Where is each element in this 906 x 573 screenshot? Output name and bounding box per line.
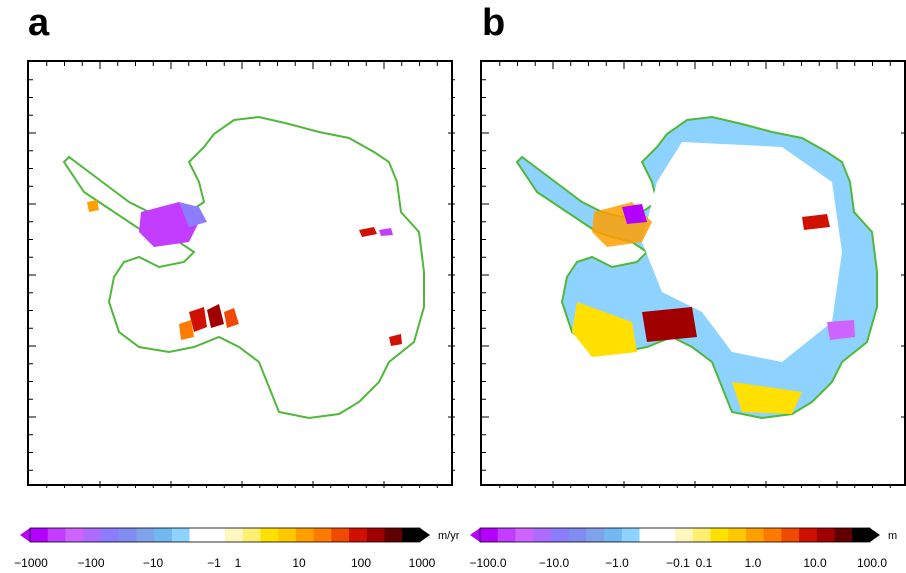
colorbar-swatch bbox=[366, 528, 386, 542]
amundsen-flow-red bbox=[179, 304, 239, 340]
colorbar-swatch bbox=[313, 528, 332, 542]
colorbar-swatch bbox=[568, 528, 587, 542]
colorbar-swatch bbox=[852, 528, 871, 542]
colorbar-swatch bbox=[639, 528, 658, 542]
colorbar-swatch bbox=[728, 528, 747, 542]
antarctica-velocity-map bbox=[29, 62, 455, 488]
colorbar-a-tick: −1000 bbox=[14, 556, 48, 570]
colorbar-border bbox=[479, 527, 871, 543]
colorbar-a-tick: 10 bbox=[292, 556, 306, 570]
colorbar-b-tick: 1.0 bbox=[744, 556, 762, 570]
colorbar-swatch bbox=[260, 528, 279, 542]
colorbar-a-tick: −100 bbox=[77, 556, 105, 570]
colorbar-swatch bbox=[799, 528, 818, 542]
coast-magenta bbox=[827, 320, 855, 340]
colorbar-swatch bbox=[816, 528, 836, 542]
coast-red-lower bbox=[389, 334, 402, 346]
colorbar-swatch bbox=[189, 528, 208, 542]
south-coast-yellow bbox=[732, 382, 802, 414]
colorbar-swatch bbox=[515, 528, 534, 542]
colorbar-a-swatches bbox=[20, 527, 430, 543]
colorbar-swatch bbox=[331, 528, 350, 542]
peninsula-orange bbox=[87, 200, 99, 212]
panel-label-b: b bbox=[482, 2, 506, 44]
colorbar-a-tick: 1000 bbox=[408, 556, 436, 570]
colorbar-b-tick: 10.0 bbox=[803, 556, 827, 570]
colorbar-a bbox=[20, 527, 430, 543]
colorbar-b bbox=[470, 527, 880, 543]
colorbar-swatch bbox=[621, 528, 641, 542]
colorbar-swatch bbox=[533, 528, 552, 542]
colorbar-right-arrow bbox=[870, 528, 880, 542]
colorbar-b-tick: 0.1 bbox=[695, 556, 713, 570]
colorbar-swatch bbox=[604, 528, 623, 542]
colorbar-swatch bbox=[480, 528, 499, 542]
colorbar-swatch bbox=[65, 528, 84, 542]
colorbar-a-tick: −10 bbox=[142, 556, 164, 570]
colorbar-swatch bbox=[710, 528, 729, 542]
colorbar-b-unit: m bbox=[888, 530, 898, 542]
colorbar-swatch bbox=[171, 528, 191, 542]
colorbar-swatch bbox=[100, 528, 120, 542]
east-glacier-red bbox=[359, 227, 377, 237]
colorbar-left-arrow bbox=[470, 528, 480, 542]
colorbar-b-tick: −1.0 bbox=[605, 556, 629, 570]
colorbar-swatch bbox=[497, 528, 516, 542]
colorbar-swatch bbox=[692, 528, 711, 542]
antarctica-elevation-map bbox=[482, 62, 906, 488]
colorbar-b-tick: −0.1 bbox=[666, 556, 690, 570]
colorbar-swatch bbox=[47, 528, 66, 542]
colorbar-swatch bbox=[402, 528, 421, 542]
colorbar-a-tick: −1 bbox=[207, 556, 221, 570]
colorbar-swatch bbox=[207, 528, 226, 542]
colorbar-swatch bbox=[154, 528, 173, 542]
colorbar-swatch bbox=[657, 528, 676, 542]
colorbar-b-tick: −10.0 bbox=[538, 556, 570, 570]
antarctica-outline bbox=[62, 115, 425, 420]
colorbar-left-arrow bbox=[20, 528, 30, 542]
colorbar-swatch bbox=[781, 528, 800, 542]
colorbar-swatch bbox=[550, 528, 570, 542]
colorbar-swatch bbox=[242, 528, 261, 542]
map-panel-a bbox=[27, 60, 455, 488]
colorbar-b-tick: 100.0 bbox=[856, 556, 888, 570]
colorbar-swatch bbox=[225, 528, 244, 542]
amundsen-red bbox=[642, 307, 697, 342]
colorbar-swatch bbox=[295, 528, 315, 542]
purple-patch bbox=[622, 204, 647, 224]
colorbar-swatch bbox=[278, 528, 297, 542]
east-glacier-magenta bbox=[379, 228, 393, 236]
colorbar-swatch bbox=[384, 528, 403, 542]
colorbar-swatch bbox=[349, 528, 368, 542]
colorbar-swatch bbox=[745, 528, 765, 542]
colorbar-a-tick: 100 bbox=[350, 556, 372, 570]
map-panel-b bbox=[480, 60, 906, 488]
colorbar-swatch bbox=[586, 528, 605, 542]
colorbar-right-arrow bbox=[420, 528, 430, 542]
colorbar-swatch bbox=[30, 528, 49, 542]
colorbar-a-tick: 1 bbox=[234, 556, 242, 570]
colorbar-swatch bbox=[83, 528, 102, 542]
west-coast-yellow bbox=[572, 302, 637, 357]
purple-patch-north bbox=[179, 202, 207, 227]
colorbar-b-swatches bbox=[470, 527, 880, 543]
colorbar-b-tick: −100.0 bbox=[469, 556, 507, 570]
colorbar-swatch bbox=[675, 528, 694, 542]
colorbar-border bbox=[29, 527, 421, 543]
colorbar-a-unit: m/yr bbox=[438, 530, 460, 542]
colorbar-swatch bbox=[834, 528, 853, 542]
east-glacier-red bbox=[802, 214, 830, 230]
colorbar-swatch bbox=[136, 528, 155, 542]
colorbar-swatch bbox=[763, 528, 782, 542]
colorbar-swatch bbox=[118, 528, 137, 542]
panel-label-a: a bbox=[28, 2, 50, 44]
